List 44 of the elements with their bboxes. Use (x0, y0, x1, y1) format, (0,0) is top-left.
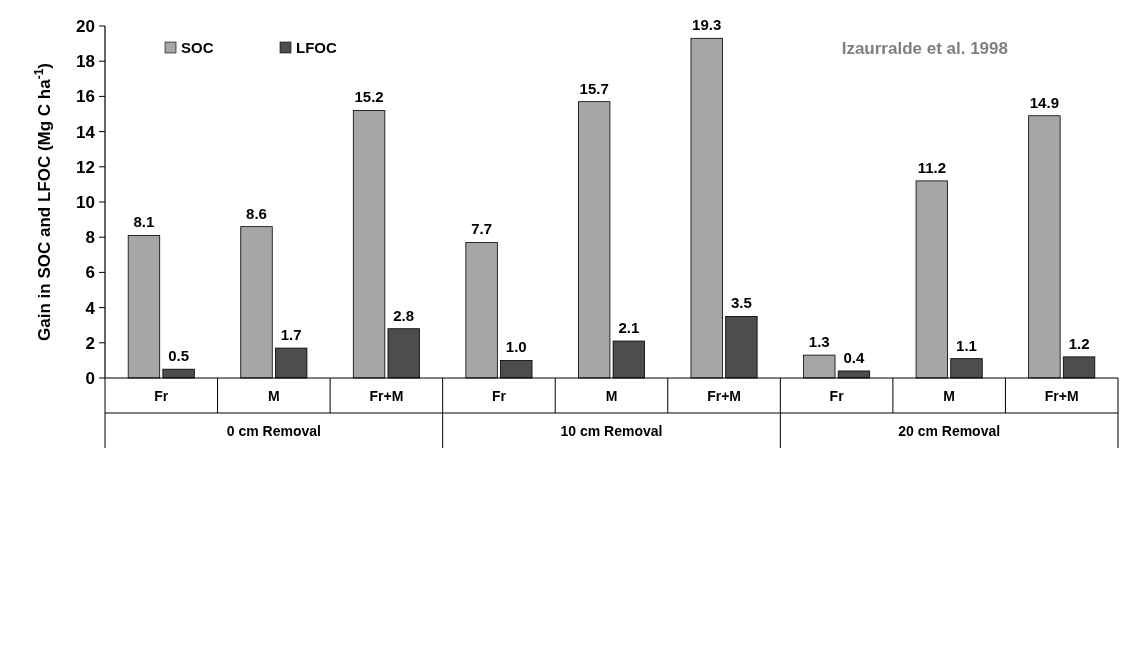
y-tick-label: 16 (76, 87, 95, 107)
y-tick-label: 2 (85, 333, 95, 353)
x-tick-label: Fr+M (707, 388, 741, 404)
data-label: 1.0 (505, 338, 527, 356)
legend-label: LFOC (296, 39, 337, 57)
y-tick-label: 8 (85, 228, 95, 248)
data-label: 14.9 (1029, 93, 1059, 111)
y-tick-label: 10 (76, 192, 95, 212)
y-tick-label: 14 (76, 122, 96, 142)
data-label: 3.5 (730, 294, 752, 312)
x-tick-label: M (268, 388, 280, 404)
data-label: 1.7 (280, 326, 302, 344)
data-label: 15.2 (354, 88, 384, 106)
x-tick-label: Fr+M (1044, 388, 1079, 404)
x-tick-label: Fr+M (369, 388, 404, 404)
x-tick-label: M (605, 388, 618, 404)
y-tick-label: 6 (85, 263, 95, 283)
data-label: 1.1 (956, 336, 977, 354)
data-label: 8.6 (246, 204, 267, 222)
annotation: Izaurralde et al. 1998 (841, 38, 1008, 58)
data-label: 1.3 (808, 333, 830, 351)
data-label: 8.1 (133, 213, 155, 231)
data-label: 0.4 (843, 348, 866, 366)
x-tick-label: M (943, 388, 955, 404)
data-label: 11.2 (917, 158, 947, 176)
x-tick-label: Fr (154, 388, 169, 404)
y-tick-label: 18 (76, 52, 95, 72)
text: 20 cm Removal (898, 423, 1001, 439)
x-tick-label: Fr (491, 388, 507, 404)
y-tick-label: 12 (76, 157, 95, 177)
text: 10 cm Removal (560, 423, 663, 439)
data-label: 15.7 (579, 79, 609, 97)
data-label: 2.8 (393, 306, 415, 324)
text: 0 cm Removal (226, 423, 321, 439)
y-tick-label: 20 (76, 16, 95, 36)
legend-label: SOC (181, 39, 214, 57)
data-label: 2.1 (618, 319, 640, 337)
y-tick-label: 0 (85, 368, 95, 388)
data-label: 1.2 (1068, 334, 1090, 352)
data-label: 19.3 (692, 16, 722, 34)
data-label: 7.7 (471, 220, 493, 238)
x-tick-label: Fr (829, 388, 845, 404)
data-label: 0.5 (168, 347, 190, 365)
y-tick-label: 4 (85, 298, 96, 318)
